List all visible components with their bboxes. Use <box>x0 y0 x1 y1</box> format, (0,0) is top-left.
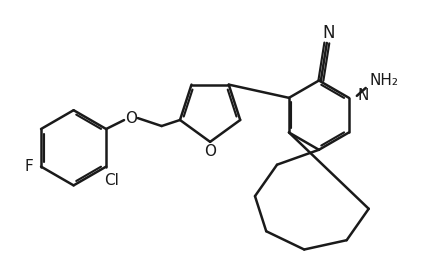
Text: O: O <box>204 144 216 159</box>
Text: N: N <box>357 88 368 103</box>
Text: N: N <box>323 24 335 42</box>
Text: O: O <box>125 111 137 126</box>
Text: Cl: Cl <box>104 173 118 188</box>
Text: NH₂: NH₂ <box>369 72 398 87</box>
Text: F: F <box>25 159 33 174</box>
